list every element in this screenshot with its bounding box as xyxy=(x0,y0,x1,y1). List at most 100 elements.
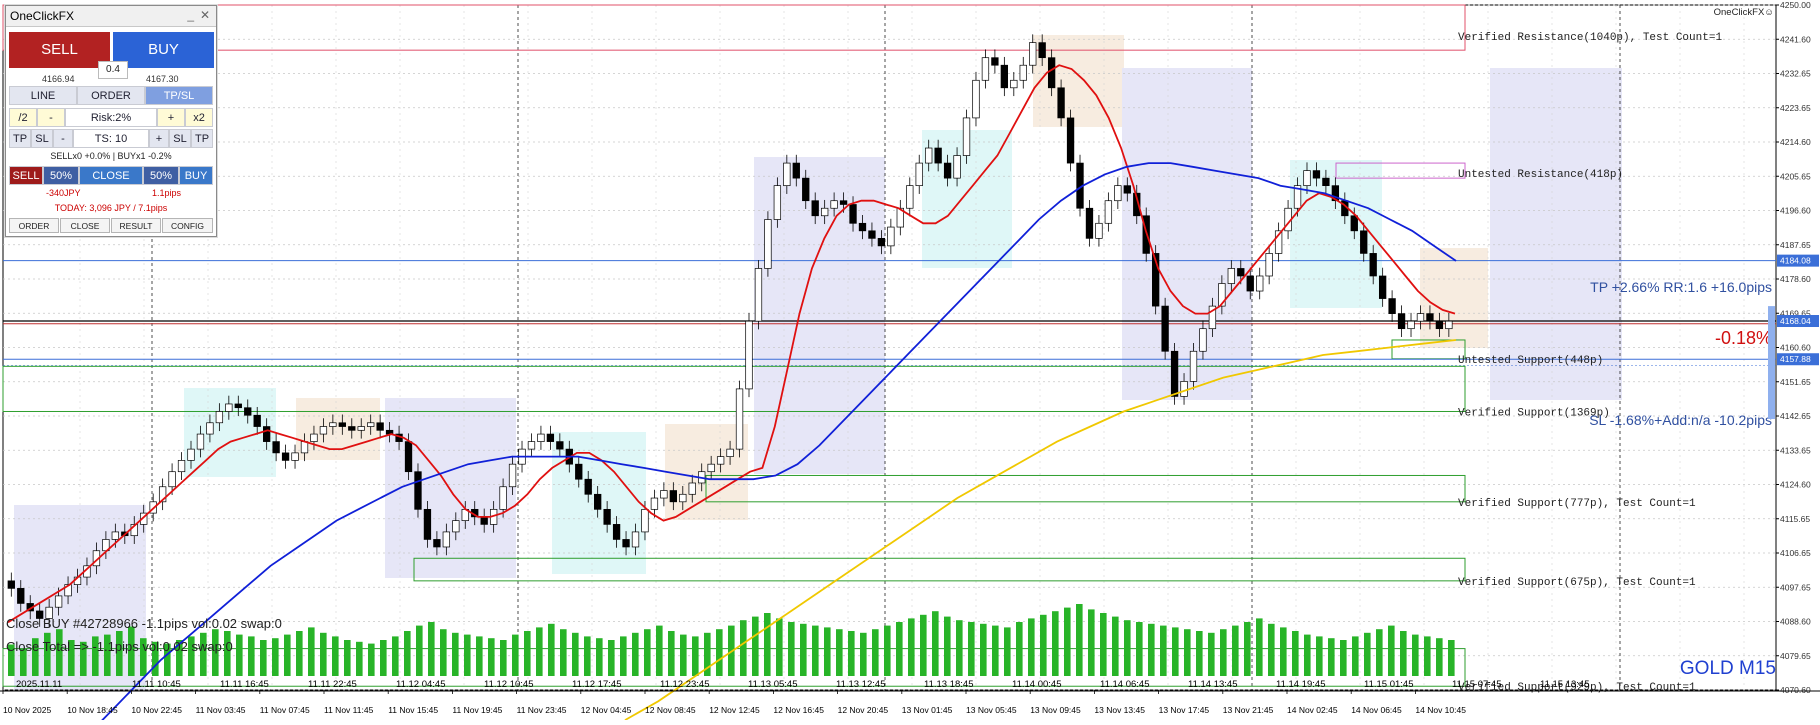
candle-body xyxy=(622,539,630,548)
sr-zone[interactable] xyxy=(2,365,1466,412)
volume-bar xyxy=(1328,638,1335,676)
session-label: 11.14 19:45 xyxy=(1276,679,1325,690)
candle-body xyxy=(348,426,356,431)
tp-left-button[interactable]: TP xyxy=(9,129,31,148)
tab-line[interactable]: LINE xyxy=(9,86,77,105)
candle-body xyxy=(196,433,205,450)
ts-minus-button[interactable]: - xyxy=(53,129,73,148)
tab-order[interactable]: ORDER xyxy=(77,86,145,105)
time-axis-label: 13 Nov 09:45 xyxy=(1030,705,1081,715)
volume-bar xyxy=(308,627,315,676)
session-label: 11.12 04:45 xyxy=(396,679,445,690)
double-lot-button[interactable]: x2 xyxy=(185,108,213,127)
sl-left-button[interactable]: SL xyxy=(31,129,53,148)
volume-bar xyxy=(116,631,123,676)
volume-bar xyxy=(956,620,963,676)
candle-body xyxy=(1000,64,1009,89)
volume-bar xyxy=(1388,625,1395,676)
candle-body xyxy=(906,185,914,209)
price-flag-label: 4168.04 xyxy=(1780,316,1811,326)
footer-config-button[interactable]: CONFIG xyxy=(162,218,213,233)
tab-tpsl[interactable]: TP/SL xyxy=(145,86,213,105)
volume-bar xyxy=(944,616,951,676)
close-all-button[interactable]: CLOSE xyxy=(79,166,143,185)
lot-size-input[interactable]: 0.4 xyxy=(98,61,128,79)
ts-plus-button[interactable]: + xyxy=(149,129,169,148)
volume-bar xyxy=(20,649,27,676)
risk-plus-button[interactable]: + xyxy=(157,108,185,127)
volume-bar xyxy=(1304,634,1311,676)
sl-right-button[interactable]: SL xyxy=(169,129,191,148)
volume-bar xyxy=(1292,631,1299,676)
volume-bar xyxy=(248,636,255,676)
sr-zone[interactable] xyxy=(705,474,1466,503)
price-tick-label: 4106.65 xyxy=(1780,548,1811,558)
candle-body xyxy=(1218,283,1226,307)
candle-body xyxy=(981,57,990,81)
candle-body xyxy=(433,539,441,548)
candle-body xyxy=(887,226,895,247)
session-shade xyxy=(1490,68,1622,400)
candle-body xyxy=(556,441,564,450)
candle-body xyxy=(1066,117,1075,164)
minimize-icon[interactable]: _ xyxy=(187,8,194,22)
session-label: 11.11 16:45 xyxy=(220,679,269,690)
footer-close-button[interactable]: CLOSE xyxy=(60,218,110,233)
candle-body xyxy=(253,414,261,427)
candle-body xyxy=(612,524,621,540)
trailing-stop-display: TS: 10 xyxy=(73,129,149,148)
candle-body xyxy=(1010,79,1018,89)
sr-zone[interactable] xyxy=(2,4,1466,51)
risk-display: Risk:2% xyxy=(65,108,157,127)
tp-right-button[interactable]: TP xyxy=(191,129,213,148)
candle-body xyxy=(849,204,857,224)
candle-body xyxy=(896,207,904,228)
footer-result-button[interactable]: RESULT xyxy=(111,218,161,233)
close-sell-half-button[interactable]: 50% xyxy=(43,166,79,185)
volume-bar xyxy=(680,634,687,676)
sell-button[interactable]: SELL xyxy=(9,32,110,68)
close-sell-button[interactable]: SELL xyxy=(9,166,43,185)
candle-body xyxy=(962,117,971,156)
volume-bar xyxy=(260,640,267,676)
close-buy-half-button[interactable]: 50% xyxy=(143,166,179,185)
footer-order-button[interactable]: ORDER xyxy=(9,218,59,233)
halve-lot-button[interactable]: /2 xyxy=(9,108,37,127)
sr-zone[interactable] xyxy=(1335,162,1466,179)
volume-bar xyxy=(500,640,507,676)
pnl-jpy: -340JPY xyxy=(46,188,81,198)
session-label: 11.15 13:45 xyxy=(1540,679,1589,690)
session-shade xyxy=(385,398,516,578)
time-axis-label: 12 Nov 08:45 xyxy=(645,705,696,715)
volume-bar xyxy=(1412,634,1419,676)
candle-body xyxy=(858,222,867,232)
price-tick-label: 4070.60 xyxy=(1780,685,1811,695)
panel-titlebar[interactable]: OneClickFX _ ✕ xyxy=(6,6,216,27)
volume-bar xyxy=(980,623,987,676)
candle-body xyxy=(45,606,53,619)
candle-body xyxy=(830,200,838,209)
candle-body xyxy=(1199,328,1207,352)
price-tick-label: 4232.65 xyxy=(1780,69,1811,79)
candle-body xyxy=(820,207,829,217)
session-label: 11.13 05:45 xyxy=(748,679,797,690)
volume-bar xyxy=(44,632,51,676)
candle-body xyxy=(1114,185,1122,202)
volume-bar xyxy=(380,640,387,676)
candle-body xyxy=(291,452,299,461)
buy-button[interactable]: BUY xyxy=(113,32,214,68)
candle-body xyxy=(508,463,517,488)
sr-zone[interactable] xyxy=(413,557,1466,582)
time-axis-label: 13 Nov 21:45 xyxy=(1223,705,1274,715)
volume-bar xyxy=(764,613,771,676)
risk-minus-button[interactable]: - xyxy=(37,108,65,127)
candle-body xyxy=(1038,42,1046,59)
candle-body xyxy=(234,403,242,409)
session-label: 2025.11.11 xyxy=(16,679,62,690)
close-icon[interactable]: ✕ xyxy=(199,8,210,22)
sr-zone-label: Verified Support(675p), Test Count=1 xyxy=(1458,577,1696,589)
close-buy-button[interactable]: BUY xyxy=(179,166,213,185)
volume-bar xyxy=(620,636,627,676)
